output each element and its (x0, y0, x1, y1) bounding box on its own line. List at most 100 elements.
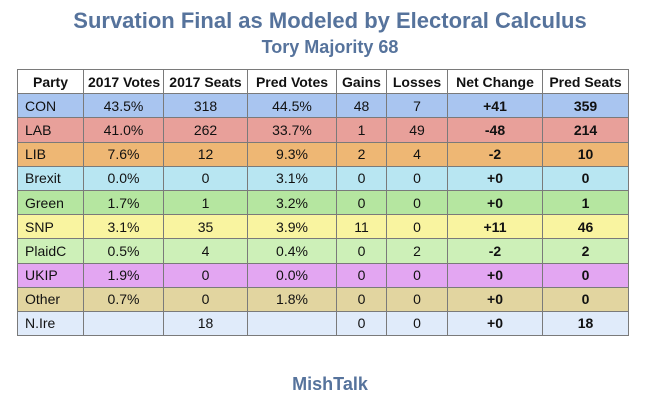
seats-2017-cell: 318 (163, 93, 248, 119)
net-change-cell: +41 (447, 93, 543, 119)
net-change-cell: +0 (447, 165, 543, 191)
party-cell: Brexit (17, 165, 84, 191)
column-header-2017-votes: 2017 Votes (83, 68, 164, 95)
pred-votes-cell: 9.3% (247, 141, 337, 167)
table-row: Green 1.7% 1 3.2% 0 0 +0 1 (17, 189, 629, 216)
pred-seats-cell: 0 (542, 165, 629, 191)
losses-cell: 0 (386, 286, 448, 312)
table-row: N.Ire 18 0 0 +0 18 (17, 310, 629, 337)
losses-cell: 2 (386, 238, 448, 264)
pred-votes-cell: 3.2% (247, 189, 337, 216)
pred-votes-cell: 44.5% (247, 93, 337, 119)
net-change-cell: -2 (447, 141, 543, 167)
pred-votes-cell: 33.7% (247, 117, 337, 143)
votes-2017-cell: 7.6% (83, 141, 164, 167)
party-cell: SNP (17, 214, 84, 240)
losses-cell: 0 (386, 165, 448, 191)
column-header-losses: Losses (386, 68, 448, 95)
votes-2017-cell: 1.9% (83, 262, 164, 288)
pred-seats-cell: 10 (542, 141, 629, 167)
table-row: UKIP 1.9% 0 0.0% 0 0 +0 0 (17, 262, 629, 288)
losses-cell: 0 (386, 262, 448, 288)
losses-cell: 49 (386, 117, 448, 143)
chart-subtitle: Tory Majority 68 (261, 37, 399, 57)
votes-2017-cell: 41.0% (83, 117, 164, 143)
seats-2017-cell: 0 (163, 286, 248, 312)
source-footer: MishTalk (292, 374, 368, 394)
pred-seats-cell: 1 (542, 189, 629, 216)
losses-cell: 0 (386, 214, 448, 240)
pred-seats-cell: 46 (542, 214, 629, 240)
pred-seats-cell: 359 (542, 93, 629, 119)
column-header-2017-seats: 2017 Seats (163, 68, 248, 95)
seats-2017-cell: 262 (163, 117, 248, 143)
party-cell: PlaidC (17, 238, 84, 264)
party-cell: LIB (17, 141, 84, 167)
votes-2017-cell: 43.5% (83, 93, 164, 119)
party-cell: N.Ire (17, 310, 84, 337)
votes-2017-cell: 0.5% (83, 238, 164, 264)
table-row: SNP 3.1% 35 3.9% 11 0 +11 46 (17, 214, 629, 240)
votes-2017-cell: 0.0% (83, 165, 164, 191)
seats-2017-cell: 0 (163, 165, 248, 191)
gains-cell: 0 (336, 262, 387, 288)
chart-title: Survation Final as Modeled by Electoral … (73, 8, 587, 33)
table-body: CON 43.5% 318 44.5% 48 7 +41 359 LAB 41.0% 262 33.7… (17, 93, 629, 337)
net-change-cell: +0 (447, 189, 543, 216)
party-cell: LAB (17, 117, 84, 143)
gains-cell: 11 (336, 214, 387, 240)
losses-cell: 4 (386, 141, 448, 167)
gains-cell: 0 (336, 189, 387, 216)
table-header-row: Party 2017 Votes 2017 Seats Pred Votes G… (17, 68, 629, 95)
seats-2017-cell: 4 (163, 238, 248, 264)
seats-2017-cell: 0 (163, 262, 248, 288)
net-change-cell: +0 (447, 262, 543, 288)
votes-2017-cell: 1.7% (83, 189, 164, 216)
pred-votes-cell: 3.1% (247, 165, 337, 191)
net-change-cell: +0 (447, 310, 543, 337)
net-change-cell: -48 (447, 117, 543, 143)
party-cell: Other (17, 286, 84, 312)
net-change-cell: -2 (447, 238, 543, 264)
table-row: CON 43.5% 318 44.5% 48 7 +41 359 (17, 93, 629, 119)
party-cell: CON (17, 93, 84, 119)
seats-2017-cell: 18 (163, 310, 248, 337)
gains-cell: 0 (336, 165, 387, 191)
table-row: LAB 41.0% 262 33.7% 1 49 -48 214 (17, 117, 629, 143)
net-change-cell: +0 (447, 286, 543, 312)
pred-votes-cell: 0.0% (247, 262, 337, 288)
gains-cell: 2 (336, 141, 387, 167)
net-change-cell: +11 (447, 214, 543, 240)
table-row: PlaidC 0.5% 4 0.4% 0 2 -2 2 (17, 238, 629, 264)
pred-seats-cell: 0 (542, 286, 629, 312)
pred-seats-cell: 18 (542, 310, 629, 337)
pred-seats-cell: 214 (542, 117, 629, 143)
votes-2017-cell: 3.1% (83, 214, 164, 240)
pred-votes-cell: 3.9% (247, 214, 337, 240)
column-header-pred-votes: Pred Votes (247, 68, 337, 95)
pred-votes-cell: 1.8% (247, 286, 337, 312)
column-header-net-change: Net Change (447, 68, 543, 95)
gains-cell: 48 (336, 93, 387, 119)
seats-2017-cell: 12 (163, 141, 248, 167)
losses-cell: 0 (386, 310, 448, 337)
votes-2017-cell (83, 310, 164, 337)
column-header-pred-seats: Pred Seats (542, 68, 629, 95)
results-table: Party 2017 Votes 2017 Seats Pred Votes G… (17, 68, 629, 337)
seats-2017-cell: 35 (163, 214, 248, 240)
gains-cell: 0 (336, 310, 387, 337)
votes-2017-cell: 0.7% (83, 286, 164, 312)
party-cell: Green (17, 189, 84, 216)
table-row: Brexit 0.0% 0 3.1% 0 0 +0 0 (17, 165, 629, 191)
gains-cell: 0 (336, 286, 387, 312)
pred-seats-cell: 2 (542, 238, 629, 264)
pred-seats-cell: 0 (542, 262, 629, 288)
column-header-gains: Gains (336, 68, 387, 95)
column-header-party: Party (17, 68, 84, 95)
losses-cell: 0 (386, 189, 448, 216)
table-row: Other 0.7% 0 1.8% 0 0 +0 0 (17, 286, 629, 312)
party-cell: UKIP (17, 262, 84, 288)
table-row: LIB 7.6% 12 9.3% 2 4 -2 10 (17, 141, 629, 167)
losses-cell: 7 (386, 93, 448, 119)
pred-votes-cell (247, 310, 337, 337)
